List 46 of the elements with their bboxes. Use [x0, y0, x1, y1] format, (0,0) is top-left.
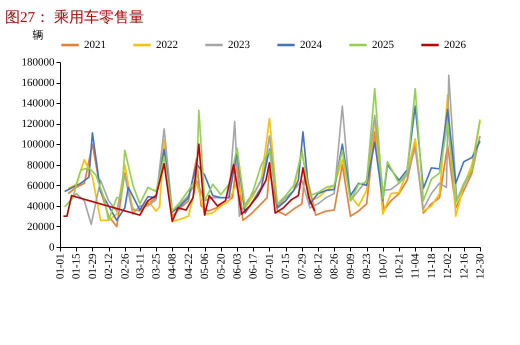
- y-tick-label: 180000: [22, 56, 55, 68]
- x-tick-label: 08-26: [328, 253, 341, 280]
- x-tick-label: 05-20: [215, 253, 228, 280]
- x-tick-label: 01-15: [70, 253, 83, 280]
- x-tick-label: 12-16: [458, 253, 470, 280]
- legend-label: 2023: [228, 39, 250, 51]
- y-tick-label: 60000: [27, 180, 55, 192]
- y-tick-label: 20000: [27, 220, 55, 233]
- x-tick-label: 09-23: [361, 253, 374, 280]
- x-tick-label: 10-21: [394, 254, 406, 280]
- line-series: [62, 143, 316, 222]
- x-tick-label: 12-02: [442, 254, 454, 280]
- x-tick-label: 09-09: [344, 253, 357, 280]
- x-tick-label: 12-30: [474, 253, 486, 280]
- y-axis-title: 辆: [32, 30, 44, 42]
- y-tick-label: 140000: [22, 98, 55, 110]
- x-tick-label: 08-12: [312, 254, 325, 280]
- x-tick-label: 01-01: [54, 254, 66, 280]
- x-tick-label: 07-15: [280, 253, 292, 280]
- x-tick-label: 11-18: [426, 253, 438, 279]
- y-tick-label: 120000: [22, 118, 55, 130]
- x-tick-label: 10-07: [377, 253, 390, 280]
- x-tick-label: 01-29: [86, 253, 99, 280]
- x-tick-label: 11-04: [410, 253, 422, 279]
- x-tick-label: 06-03: [232, 253, 244, 280]
- x-tick-label: 05-06: [199, 253, 212, 280]
- y-tick-label: 100000: [22, 138, 55, 151]
- x-tick-label: 07-01: [264, 254, 276, 280]
- y-tick-label: 160000: [22, 77, 55, 90]
- legend-label: 2026: [444, 39, 466, 51]
- x-tick-label: 03-11: [134, 254, 146, 279]
- x-tick-label: 03-25: [150, 253, 163, 280]
- chart-title: 图27： 乘用车零售量: [5, 9, 144, 26]
- x-tick-label: 06-17: [248, 253, 260, 280]
- legend-label: 2021: [84, 39, 106, 51]
- legend-label: 2025: [372, 39, 394, 51]
- legend-label: 2024: [300, 39, 322, 51]
- x-tick-label: 04-22: [182, 254, 195, 280]
- y-tick-label: 40000: [27, 200, 55, 212]
- x-tick-label: 02-12: [103, 254, 116, 280]
- x-tick-label: 04-08: [166, 253, 179, 280]
- y-tick-label: 80000: [27, 159, 55, 172]
- x-tick-label: 07-29: [296, 253, 308, 280]
- legend-label: 2022: [156, 39, 178, 51]
- y-tick-label: 0: [49, 242, 55, 254]
- x-tick-label: 02-26: [119, 253, 132, 280]
